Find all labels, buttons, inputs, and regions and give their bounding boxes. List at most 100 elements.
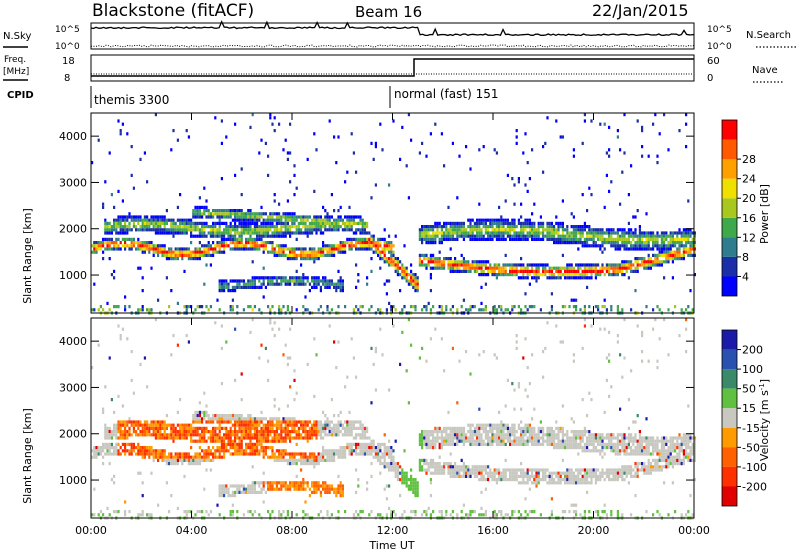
velocity-cell xyxy=(366,449,369,453)
velocity-cell xyxy=(247,487,250,491)
power-cell xyxy=(414,276,417,280)
power-cell xyxy=(658,263,661,267)
velocity-cell xyxy=(229,420,232,424)
noise-right-tick-top: 10^5 xyxy=(707,25,732,35)
velocity-cell xyxy=(425,462,428,466)
power-cell xyxy=(656,244,659,248)
velocity-cell xyxy=(203,414,206,418)
power-cell xyxy=(663,113,666,117)
power-cell xyxy=(196,234,199,238)
velocity-cell xyxy=(262,417,265,421)
power-cell xyxy=(504,273,507,277)
power-cell xyxy=(680,241,683,245)
power-cell xyxy=(570,231,573,235)
power-cell xyxy=(346,241,349,245)
power-cell xyxy=(203,221,206,225)
velocity-cell xyxy=(412,481,415,485)
power-cell xyxy=(621,266,624,270)
velocity-cell xyxy=(139,420,142,424)
velocity-cell xyxy=(253,426,256,430)
power-cell xyxy=(161,228,164,232)
velocity-cell xyxy=(126,442,129,446)
velocity-cell xyxy=(157,458,160,462)
power-cell xyxy=(390,305,393,309)
velocity-cell xyxy=(179,452,182,456)
velocity-cell xyxy=(341,484,344,488)
power-cell xyxy=(97,244,100,248)
power-cell xyxy=(192,221,195,225)
power-cell xyxy=(583,237,586,241)
power-cell xyxy=(322,225,325,229)
velocity-cell xyxy=(229,439,232,443)
power-cell xyxy=(478,148,481,152)
power-cell xyxy=(247,285,250,289)
velocity-cell xyxy=(293,487,296,491)
velocity-cell xyxy=(126,420,129,424)
power-cell xyxy=(449,234,452,238)
power-cell xyxy=(630,263,633,267)
velocity-cell xyxy=(185,433,188,437)
power-cell xyxy=(269,212,272,216)
power-cell xyxy=(286,228,289,232)
power-cell xyxy=(93,241,96,245)
velocity-cell xyxy=(170,452,173,456)
power-colorbar-segment xyxy=(722,198,737,218)
velocity-cell xyxy=(170,430,173,434)
velocity-cell xyxy=(335,490,338,494)
power-cell xyxy=(289,250,292,254)
velocity-cell xyxy=(381,442,384,446)
power-cell xyxy=(506,218,509,222)
power-cell xyxy=(306,257,309,261)
power-cell xyxy=(234,237,237,241)
power-cell xyxy=(214,212,217,216)
power-cell xyxy=(326,228,329,232)
velocity-cell xyxy=(260,343,263,347)
power-cell xyxy=(647,154,650,158)
velocity-cell xyxy=(253,417,256,421)
power-cell xyxy=(284,215,287,219)
velocity-cell xyxy=(297,430,300,434)
velocity-cell xyxy=(190,455,193,459)
velocity-cell xyxy=(423,433,426,437)
velocity-cell xyxy=(223,484,226,488)
power-cell xyxy=(121,218,124,222)
power-cell xyxy=(137,247,140,251)
power-cell xyxy=(594,241,597,245)
power-cell xyxy=(577,241,580,245)
power-cell xyxy=(660,241,663,245)
velocity-cell xyxy=(370,401,373,405)
velocity-cell xyxy=(328,426,331,430)
power-cell xyxy=(522,225,525,229)
power-cell xyxy=(253,282,256,286)
power-cell xyxy=(377,237,380,241)
power-cell xyxy=(502,273,505,277)
velocity-cell xyxy=(168,455,171,459)
power-cell xyxy=(278,253,281,257)
velocity-cell xyxy=(421,513,424,517)
velocity-cell xyxy=(234,484,237,488)
velocity-cell xyxy=(192,430,195,434)
power-cell xyxy=(253,225,256,229)
velocity-cell xyxy=(304,423,307,427)
velocity-cell xyxy=(225,417,228,421)
velocity-cell xyxy=(220,446,223,450)
power-cell xyxy=(102,308,105,312)
power-cell xyxy=(372,234,375,238)
velocity-cell xyxy=(240,439,243,443)
velocity-cell xyxy=(181,458,184,462)
power-cell xyxy=(476,231,479,235)
power-cell xyxy=(366,241,369,245)
power-cell xyxy=(425,266,428,270)
power-cell xyxy=(132,186,135,190)
power-cell xyxy=(297,279,300,283)
power-cell xyxy=(168,247,171,251)
power-cell xyxy=(319,253,322,257)
velocity-cell xyxy=(203,449,206,453)
power-cell xyxy=(238,285,241,289)
power-cell xyxy=(531,269,534,273)
power-cell xyxy=(317,308,320,312)
power-cell xyxy=(355,285,358,289)
velocity-cell xyxy=(192,417,195,421)
power-cell xyxy=(280,308,283,312)
power-cell xyxy=(610,231,613,235)
